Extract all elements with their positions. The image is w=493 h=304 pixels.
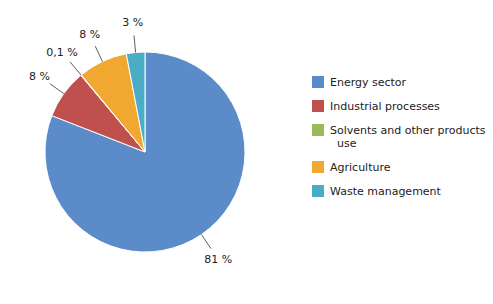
legend-label: Waste management [330, 185, 442, 198]
legend-swatch [312, 161, 324, 173]
legend: Energy sector Industrial processes Solvent… [312, 76, 486, 198]
legend-swatch [312, 76, 324, 88]
legend-item: Agriculture [312, 161, 391, 174]
legend-item: Industrial processes [312, 100, 440, 113]
leader-line [134, 36, 136, 53]
data-label: 81 % [204, 253, 232, 266]
leader-line [95, 46, 102, 61]
slice [126, 52, 145, 152]
legend-label-line: Energy sector [330, 76, 407, 89]
data-label: 8 % [79, 28, 100, 41]
legend-label-line: Industrial processes [330, 100, 440, 113]
chart: 81 %8 %0,1 %8 %3 %Energy sectorIndustria… [0, 0, 493, 304]
legend-label: Agriculture [330, 161, 391, 174]
legend-label-line: Solvents and other products [330, 124, 486, 137]
legend-swatch [312, 100, 324, 112]
legend-item: Energy sector [312, 76, 407, 89]
slice [45, 52, 245, 252]
data-label: 3 % [122, 16, 143, 29]
pie [45, 52, 245, 252]
legend-label-line: Agriculture [330, 161, 391, 174]
legend-item: Waste management [312, 185, 442, 198]
leader-line [70, 62, 81, 75]
data-label: 8 % [29, 70, 50, 83]
legend-label: Industrial processes [330, 100, 440, 113]
legend-label-line: Waste management [330, 185, 442, 198]
legend-swatch [312, 185, 324, 197]
data-label: 0,1 % [46, 46, 77, 59]
data-labels: 81 %8 %0,1 %8 %3 % [29, 16, 232, 266]
legend-label-line: use [330, 137, 357, 150]
leader-line [201, 235, 211, 249]
legend-swatch [312, 124, 324, 136]
legend-label: Energy sector [330, 76, 407, 89]
legend-label: Solvents and other products use [330, 124, 486, 150]
legend-item: Solvents and other products use [312, 124, 486, 150]
leader-line [50, 84, 64, 94]
